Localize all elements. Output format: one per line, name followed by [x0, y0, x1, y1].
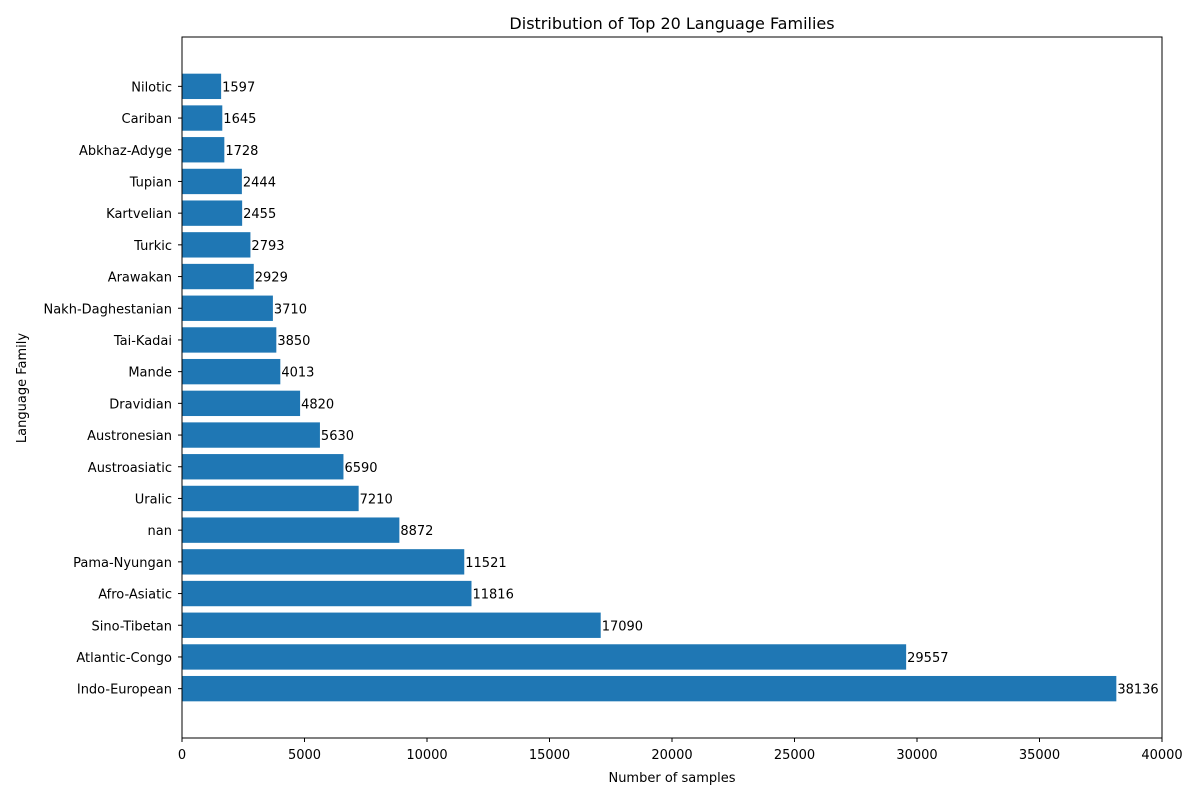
bar-uralic	[182, 485, 359, 512]
y-tick-label: Indo-European	[77, 683, 172, 698]
bar-value-label: 17090	[602, 619, 643, 634]
bar-value-label: 1645	[223, 112, 256, 127]
y-axis: Indo-European Atlantic-Congo Sino-Tibetan A…	[43, 80, 182, 698]
bar-nilotic	[182, 73, 222, 100]
x-tick-label: 40000	[1141, 748, 1182, 763]
bar-tai-kadai	[182, 327, 277, 353]
y-tick-label: Cariban	[122, 112, 172, 127]
bar-value-label: 11521	[465, 556, 506, 571]
bar-value-label: 29557	[907, 651, 948, 666]
y-tick-label: Austronesian	[87, 429, 172, 444]
x-tick-label: 15000	[529, 748, 570, 763]
x-tick-label: 30000	[896, 748, 937, 763]
y-tick-label: Abkhaz-Adyge	[79, 144, 172, 159]
x-tick-label: 10000	[406, 748, 447, 763]
y-tick-label: Austroasiatic	[88, 461, 172, 476]
y-tick-label: Tai-Kadai	[113, 334, 172, 349]
bar-dravidian	[182, 390, 301, 417]
bar-abkhaz-adyge	[182, 137, 225, 163]
bar-value-label: 2455	[243, 207, 276, 222]
bar-value-label: 7210	[360, 492, 393, 507]
y-tick-label: Dravidian	[109, 397, 172, 412]
y-tick-label: Arawakan	[108, 271, 172, 286]
bar-value-label: 2444	[243, 175, 276, 190]
x-tick-label: 20000	[651, 748, 692, 763]
bar-value-label: 1728	[225, 144, 258, 159]
x-tick-label: 5000	[288, 748, 321, 763]
bar-value-label: 8872	[400, 524, 433, 539]
bar-value-label: 2793	[251, 239, 284, 254]
x-axis-label: Number of samples	[608, 771, 735, 786]
bar-value-label: 5630	[321, 429, 354, 444]
y-tick-label: Turkic	[133, 239, 172, 254]
bar-value-label: 6590	[344, 461, 377, 476]
bar-value-label: 3710	[274, 302, 307, 317]
bar-austronesian	[182, 422, 320, 448]
bar-value-label: 3850	[277, 334, 310, 349]
bar-value-label: 2929	[255, 271, 288, 286]
bar-nakh-daghestanian	[182, 295, 273, 321]
y-tick-label: Uralic	[135, 492, 172, 507]
x-axis: 0 5000 10000 15000 20000 25000 30000 35000 40000	[178, 738, 1183, 763]
bar-value-label: 38136	[1117, 683, 1158, 698]
bar-turkic	[182, 232, 251, 258]
y-tick-label: Nilotic	[131, 80, 172, 95]
bar-value-label: 4820	[301, 397, 334, 412]
bar-afro-asiatic	[182, 580, 472, 607]
y-tick-label: Tupian	[129, 175, 172, 190]
bar-indo-european	[182, 675, 1117, 702]
bar-nan	[182, 517, 400, 543]
bar-pama-nyungan	[182, 549, 465, 575]
y-tick-label: Atlantic-Congo	[76, 651, 172, 666]
bar-austroasiatic	[182, 454, 344, 480]
y-tick-label: nan	[148, 524, 172, 539]
bar-value-label: 1597	[222, 80, 255, 95]
bar-value-label: 4013	[281, 366, 314, 381]
x-tick-label: 0	[178, 748, 186, 763]
bar-sino-tibetan	[182, 612, 601, 638]
y-tick-label: Sino-Tibetan	[91, 619, 172, 634]
y-tick-label: Mande	[128, 366, 172, 381]
y-tick-label: Afro-Asiatic	[98, 588, 172, 603]
bar-value-label: 11816	[472, 588, 513, 603]
x-tick-label: 25000	[774, 748, 815, 763]
y-tick-label: Pama-Nyungan	[73, 556, 172, 571]
bar-tupian	[182, 168, 242, 195]
bar-mande	[182, 358, 281, 385]
chart-title: Distribution of Top 20 Language Families	[509, 14, 834, 33]
y-tick-label: Nakh-Daghestanian	[43, 302, 172, 317]
bar-atlantic-congo	[182, 644, 907, 670]
bar-kartvelian	[182, 200, 243, 226]
x-tick-label: 35000	[1019, 748, 1060, 763]
bar-cariban	[182, 105, 223, 131]
bars-layer: 38136 29557 17090 11816 11521 8872 7210 6590 563…	[182, 73, 1159, 702]
y-tick-label: Kartvelian	[106, 207, 172, 222]
bar-arawakan	[182, 263, 254, 290]
y-axis-label: Language Family	[15, 333, 30, 443]
